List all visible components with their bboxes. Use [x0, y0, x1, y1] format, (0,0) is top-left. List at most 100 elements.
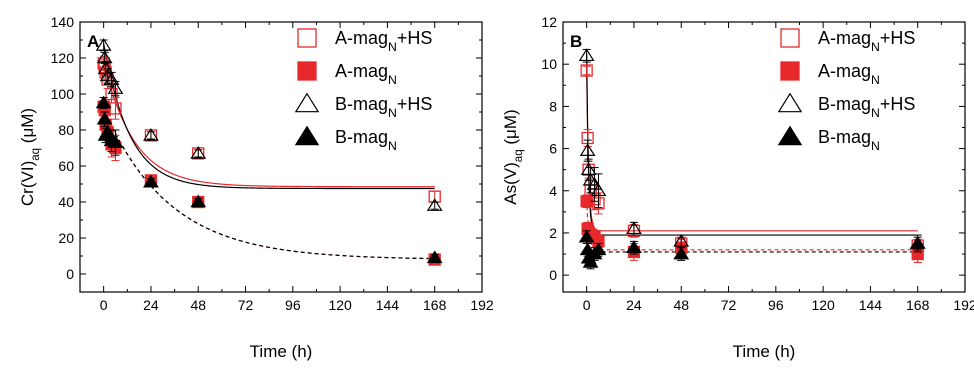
x-tick-label: 24 — [143, 297, 159, 313]
data-point — [143, 174, 159, 188]
series-b-3 — [578, 229, 926, 270]
x-axis-label: Time (h) — [733, 342, 796, 361]
data-point — [426, 198, 443, 211]
x-tick-label: 192 — [953, 297, 974, 313]
y-axis-label: As(V)aq (μM) — [501, 109, 525, 204]
legend-label-sub: N — [388, 40, 397, 54]
data-point — [578, 48, 595, 62]
x-tick-label: 96 — [285, 297, 301, 313]
x-tick-label: 168 — [423, 297, 447, 313]
data-point — [103, 72, 120, 85]
y-axis-label-main: Cr(VI) — [18, 161, 37, 206]
data-point — [95, 95, 112, 109]
panel-label: B — [570, 32, 582, 51]
y-tick-label: 4 — [549, 183, 557, 199]
legend-label-sub: N — [871, 106, 880, 120]
legend-label-sub: N — [388, 139, 397, 153]
y-tick-label: 8 — [549, 98, 557, 114]
y-axis-label-sub: aq — [513, 149, 525, 162]
panel-label: A — [87, 32, 99, 51]
fit-curve — [586, 241, 918, 253]
data-point — [95, 37, 112, 51]
legend-label-sub: N — [388, 106, 397, 120]
y-tick-label: 0 — [549, 267, 557, 283]
data-point — [582, 255, 599, 268]
legend-marker — [777, 92, 803, 113]
data-point — [580, 195, 593, 208]
legend-label-tail: +HS — [880, 28, 916, 48]
legend-label: B-magN+HS — [335, 94, 432, 120]
chart-panel-a: 0 24 48 72 96 120 144 168 192 0 20 40 60 80 100 120 140 T… — [18, 14, 494, 361]
x-tick-label: 48 — [190, 297, 206, 313]
y-tick-label: 0 — [66, 266, 74, 282]
legend-label-sub: N — [388, 73, 397, 87]
legend-marker — [777, 125, 803, 146]
y-tick-label: 12 — [541, 14, 557, 30]
series-a-3 — [95, 95, 443, 264]
x-tick-label: 48 — [673, 297, 689, 313]
legend-label: B-magN — [818, 127, 880, 153]
legend-marker — [294, 92, 320, 113]
data-point — [579, 143, 596, 156]
data-point — [143, 127, 159, 141]
y-tick-label: 10 — [541, 56, 557, 72]
legend-label-main: B-mag — [335, 94, 388, 114]
data-point — [626, 240, 642, 254]
legend-marker — [297, 61, 317, 81]
y-tick-label: 2 — [549, 225, 557, 241]
y-axis-label: Cr(VI)aq (μM) — [18, 108, 42, 206]
data-point — [673, 233, 690, 247]
legend-label: A-magN+HS — [818, 28, 915, 54]
fit-curve — [586, 199, 918, 251]
legend-marker — [780, 61, 800, 81]
data-point — [107, 81, 124, 94]
data-point — [190, 194, 207, 208]
legend-marker — [297, 28, 317, 48]
legend-label-main: A-mag — [818, 61, 871, 81]
y-tick-label: 120 — [51, 50, 75, 66]
legend-marker — [294, 125, 320, 146]
legend-label: A-magN — [335, 61, 397, 87]
y-tick-label: 20 — [58, 230, 74, 246]
x-tick-label: 192 — [470, 297, 494, 313]
y-axis-label-tail: (μM) — [18, 108, 37, 148]
x-tick-label: 0 — [100, 297, 108, 313]
data-point — [99, 124, 116, 138]
legend-label-sub: N — [871, 40, 880, 54]
legend-label-main: A-mag — [335, 28, 388, 48]
data-point — [578, 229, 595, 243]
x-tick-label: 120 — [328, 297, 352, 313]
series-a-2 — [95, 37, 443, 211]
fit-curve — [103, 108, 435, 260]
data-point — [909, 236, 926, 249]
data-point — [673, 246, 690, 260]
plot-frame-b — [562, 21, 966, 293]
legend-label: A-magN+HS — [335, 28, 432, 54]
legend-label: B-magN+HS — [818, 94, 915, 120]
y-tick-label: 60 — [58, 158, 74, 174]
x-tick-label: 0 — [583, 297, 591, 313]
legend-label-sub: N — [871, 73, 880, 87]
data-point — [586, 177, 603, 190]
data-point — [107, 135, 124, 148]
y-tick-label: 80 — [58, 122, 74, 138]
y-tick-label: 140 — [51, 14, 75, 30]
legend-label-main: B-mag — [818, 94, 871, 114]
legend-label-main: B-mag — [335, 127, 388, 147]
y-axis-label-main: As(V) — [501, 162, 520, 205]
legend-label-tail: +HS — [397, 94, 433, 114]
y-axis-label-tail: (μM) — [501, 109, 520, 149]
x-tick-label: 120 — [811, 297, 835, 313]
data-point — [580, 64, 593, 77]
y-tick-label: 6 — [549, 141, 557, 157]
legend-label: B-magN — [335, 127, 397, 153]
y-tick-label: 40 — [58, 194, 74, 210]
x-tick-label: 168 — [906, 297, 930, 313]
data-point — [426, 250, 443, 264]
data-point — [590, 242, 607, 256]
